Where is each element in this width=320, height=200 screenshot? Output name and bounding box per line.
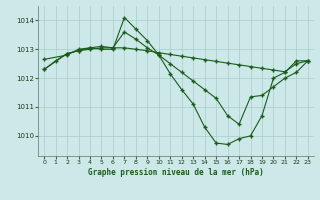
X-axis label: Graphe pression niveau de la mer (hPa): Graphe pression niveau de la mer (hPa)	[88, 168, 264, 177]
